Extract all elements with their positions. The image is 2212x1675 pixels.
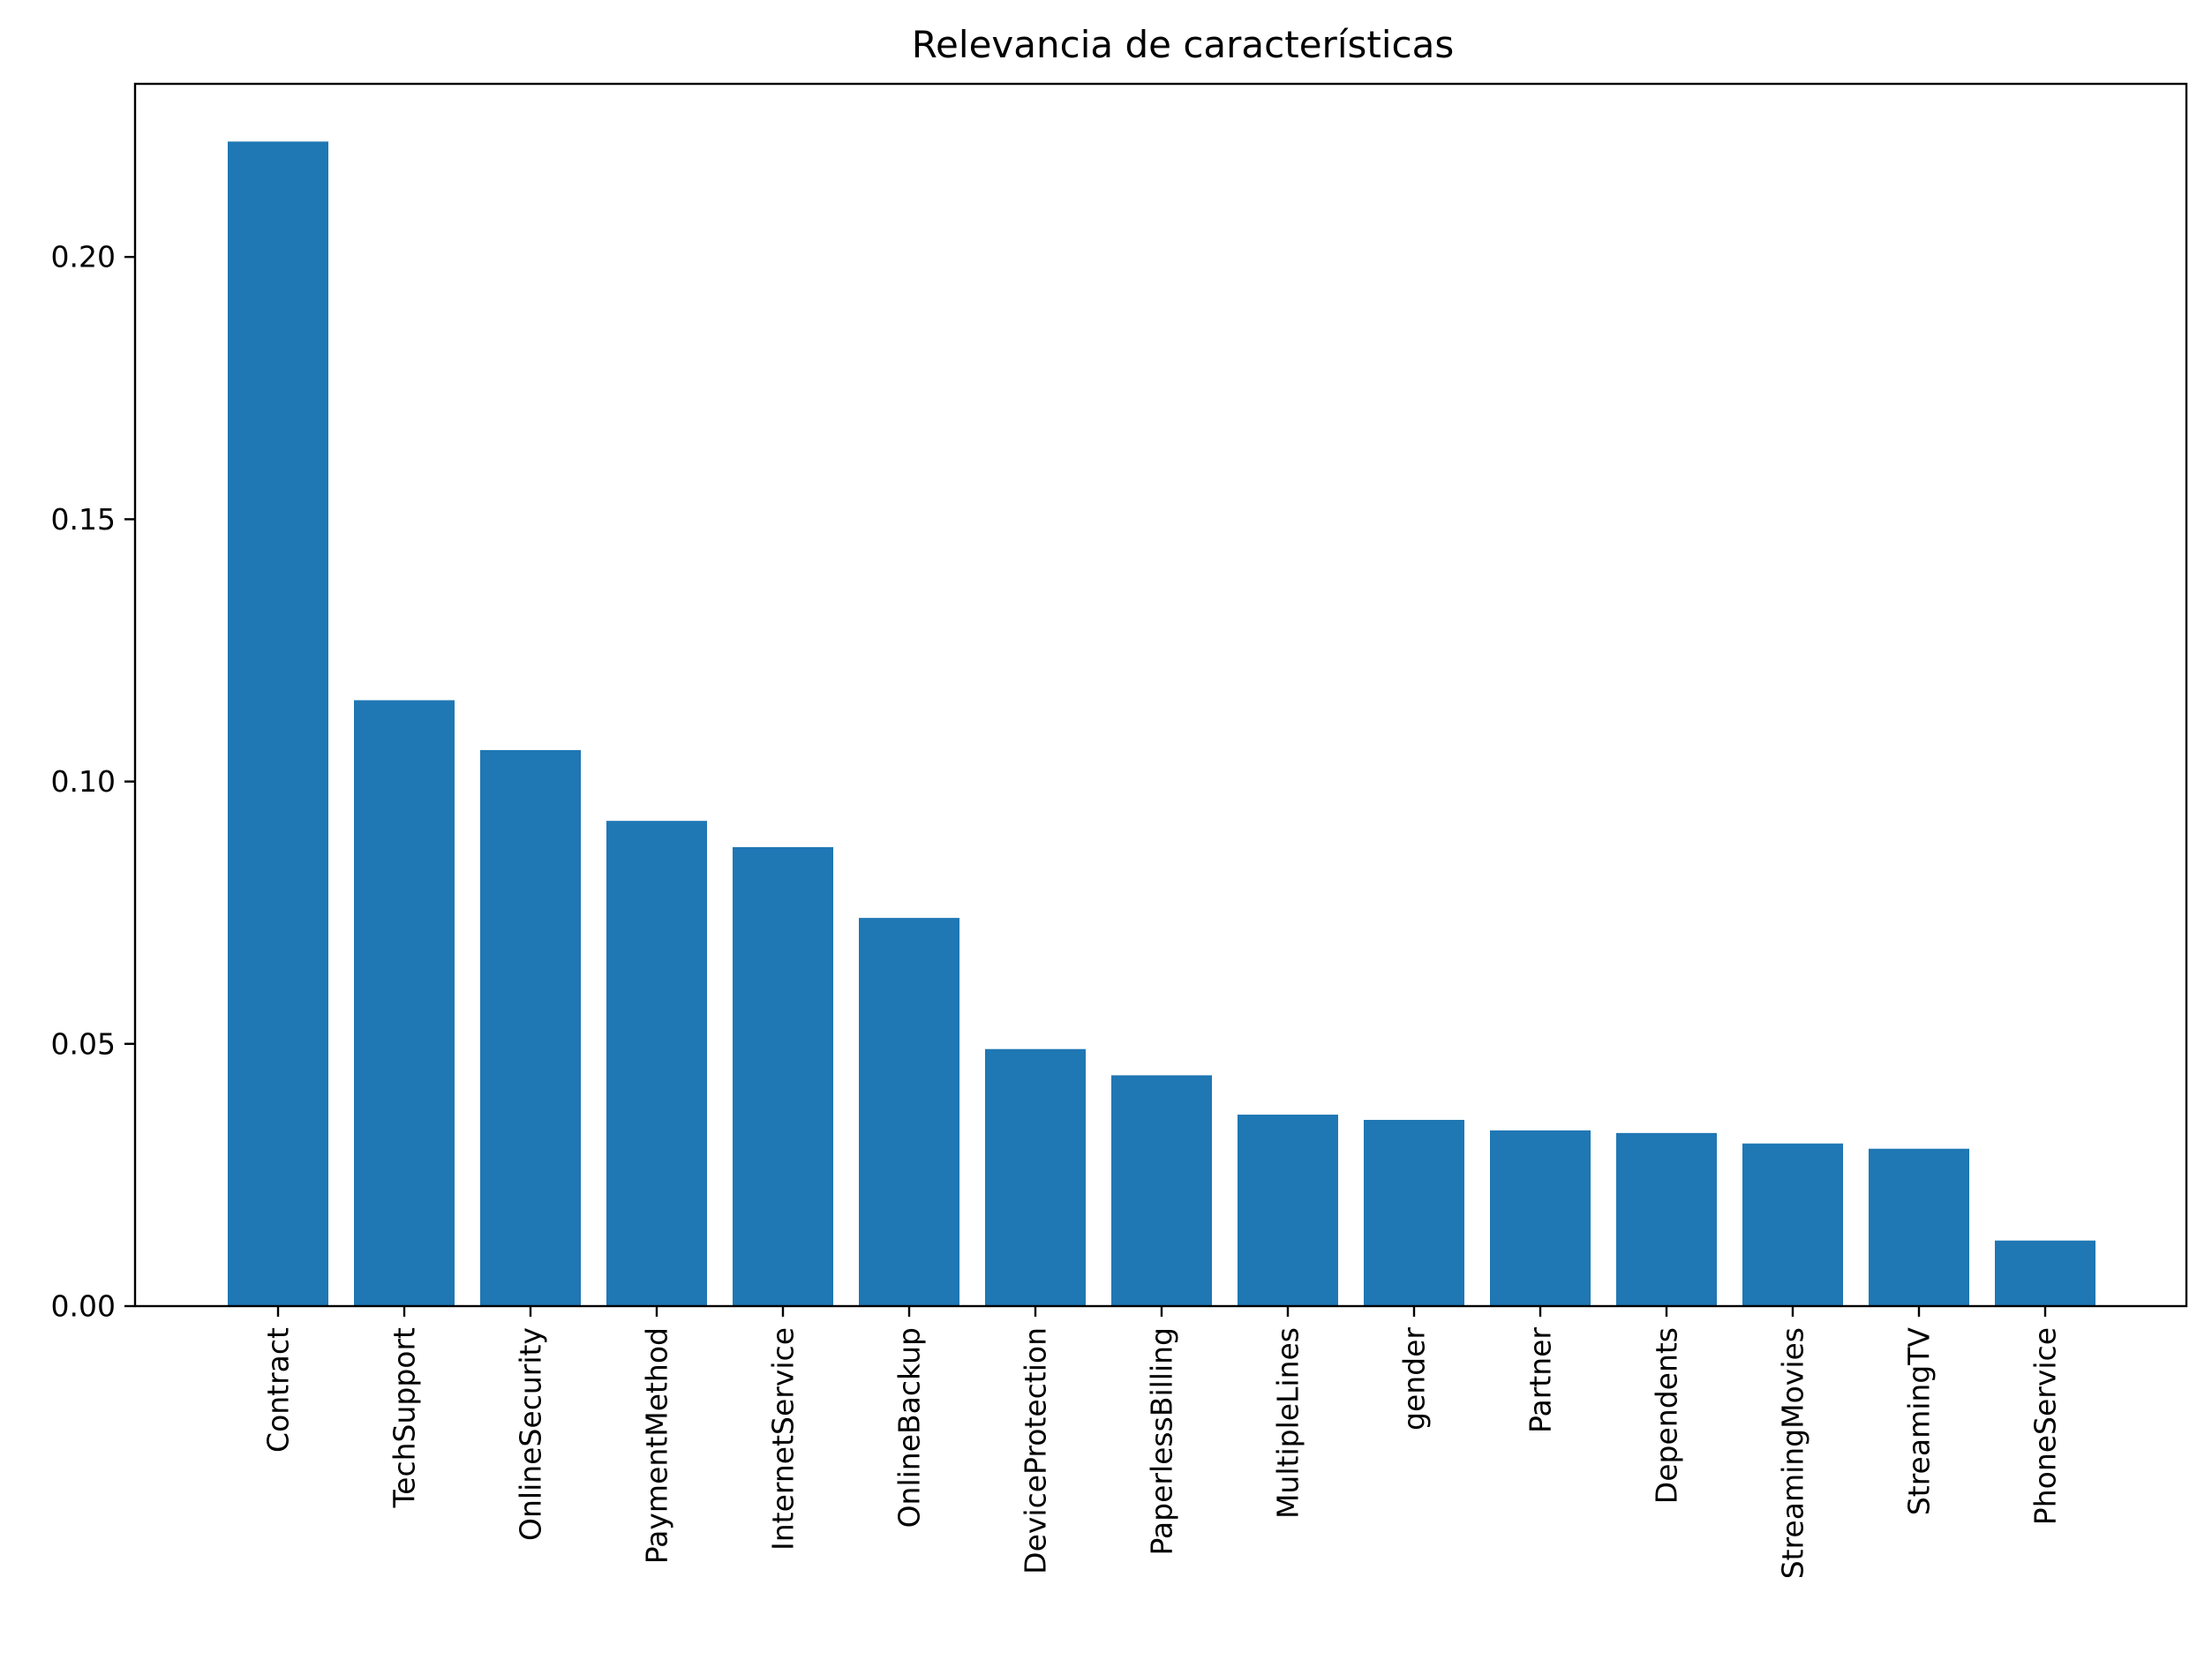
x-tick-label: PhoneService [2028, 1327, 2063, 1525]
bar-DeviceProtection [985, 1048, 1086, 1306]
bar-gender [1364, 1119, 1464, 1306]
chart-title: Relevancia de características [912, 23, 1454, 66]
x-tick-label: gender [1397, 1327, 1432, 1431]
bar-MultipleLines [1238, 1115, 1338, 1306]
y-tick-label: 0.00 [51, 1289, 116, 1324]
bar-Contract [228, 141, 328, 1307]
plot-area-frame [133, 82, 2188, 1308]
y-axis-ticks: 0.00 0.05 0.10 0.15 0.20 [51, 240, 135, 1324]
x-tick-label: PaperlessBilling [1145, 1327, 1179, 1556]
bar-OnlineSecurity [480, 749, 581, 1306]
bar-PaperlessBilling [1111, 1075, 1212, 1306]
x-tick-label: OnlineBackup [892, 1327, 927, 1528]
bars-group [228, 141, 2095, 1307]
x-tick-label: InternetService [766, 1327, 801, 1551]
x-tick-label: PaymentMethod [640, 1327, 674, 1564]
x-tick-label: Contract [261, 1327, 296, 1453]
x-tick-label: StreamingTV [1902, 1327, 1937, 1516]
x-tick-label: StreamingMovies [1776, 1327, 1810, 1579]
bar-TechSupport [354, 700, 455, 1306]
x-axis-ticks: Contract TechSupport OnlineSecurity Payment… [261, 1306, 2063, 1579]
y-tick-label: 0.05 [51, 1026, 116, 1061]
bar-PhoneService [1995, 1240, 2095, 1306]
bar-StreamingMovies [1742, 1143, 1843, 1306]
y-tick-label: 0.10 [51, 764, 116, 799]
bar-PaymentMethod [606, 821, 707, 1306]
x-tick-label: TechSupport [387, 1327, 422, 1508]
bar-StreamingTV [1869, 1148, 1969, 1306]
x-tick-label: MultipleLines [1271, 1327, 1305, 1519]
x-tick-label: DeviceProtection [1019, 1327, 1053, 1574]
y-tick-label: 0.15 [51, 502, 116, 537]
x-tick-label: OnlineSecurity [514, 1327, 548, 1541]
bar-InternetService [733, 846, 833, 1306]
x-tick-label: Partner [1524, 1327, 1558, 1433]
y-tick-label: 0.20 [51, 240, 116, 274]
bar-Dependents [1616, 1132, 1717, 1306]
x-tick-label: Dependents [1650, 1327, 1684, 1504]
bar-OnlineBackup [859, 918, 959, 1306]
bar-Partner [1490, 1130, 1591, 1306]
